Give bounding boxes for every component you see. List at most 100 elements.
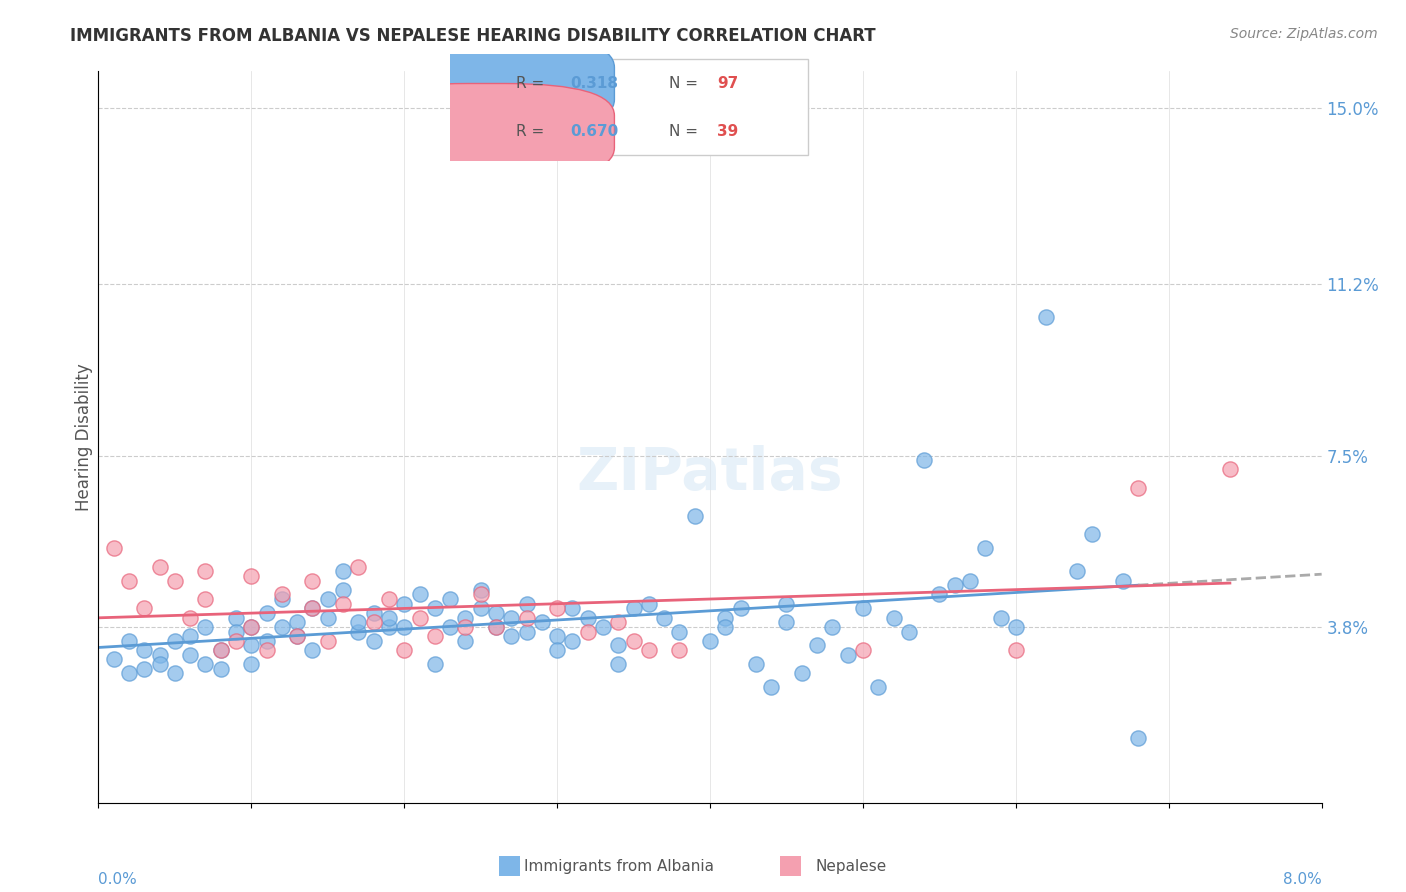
Point — [852, 601, 875, 615]
Point — [163, 666, 186, 681]
Point — [501, 629, 523, 643]
Point — [439, 620, 461, 634]
Point — [149, 559, 172, 574]
Point — [347, 559, 370, 574]
Point — [285, 629, 308, 643]
Point — [225, 624, 247, 639]
Text: 97: 97 — [717, 76, 738, 91]
Point — [240, 657, 263, 671]
Point — [1004, 620, 1026, 634]
Point — [546, 629, 568, 643]
Point — [637, 597, 661, 611]
Point — [1081, 527, 1104, 541]
Point — [623, 601, 645, 615]
Point — [149, 648, 172, 662]
Text: IMMIGRANTS FROM ALBANIA VS NEPALESE HEARING DISABILITY CORRELATION CHART: IMMIGRANTS FROM ALBANIA VS NEPALESE HEAR… — [70, 27, 876, 45]
Point — [470, 601, 492, 615]
Point — [714, 610, 737, 624]
Point — [103, 541, 125, 556]
Point — [423, 657, 446, 671]
Point — [423, 601, 446, 615]
Point — [775, 615, 797, 630]
Point — [392, 643, 416, 657]
Point — [209, 661, 232, 675]
FancyBboxPatch shape — [359, 36, 614, 132]
Point — [149, 657, 172, 671]
Point — [256, 633, 278, 648]
Point — [301, 601, 323, 615]
Point — [561, 601, 583, 615]
Point — [790, 666, 813, 681]
Point — [485, 620, 508, 634]
Point — [516, 624, 538, 639]
Point — [607, 615, 630, 630]
Point — [530, 615, 553, 630]
Point — [332, 565, 354, 579]
Point — [730, 601, 752, 615]
Point — [912, 453, 935, 467]
Point — [301, 601, 323, 615]
Point — [179, 648, 201, 662]
Point — [392, 597, 416, 611]
Point — [363, 633, 385, 648]
Point — [454, 620, 477, 634]
Point — [607, 657, 630, 671]
Point — [928, 587, 950, 601]
Point — [699, 633, 721, 648]
Point — [607, 639, 630, 653]
Point — [470, 582, 492, 597]
Point — [285, 629, 308, 643]
Point — [118, 633, 141, 648]
Text: 8.0%: 8.0% — [1282, 872, 1322, 888]
Point — [561, 633, 583, 648]
Point — [408, 587, 430, 601]
Text: R =: R = — [516, 76, 548, 91]
Point — [943, 578, 966, 592]
Point — [194, 592, 217, 607]
Point — [714, 620, 737, 634]
Point — [134, 643, 156, 657]
Text: R =: R = — [516, 124, 548, 139]
Point — [1219, 462, 1241, 476]
FancyBboxPatch shape — [457, 59, 808, 155]
Point — [270, 592, 294, 607]
Point — [759, 680, 782, 694]
Point — [194, 657, 217, 671]
Point — [623, 633, 645, 648]
Point — [163, 633, 186, 648]
Point — [485, 620, 508, 634]
Point — [378, 620, 401, 634]
Point — [240, 620, 263, 634]
Text: 0.318: 0.318 — [571, 76, 619, 91]
Point — [240, 620, 263, 634]
Point — [576, 610, 599, 624]
Point — [516, 597, 538, 611]
Point — [392, 620, 416, 634]
Point — [118, 666, 141, 681]
Point — [179, 610, 201, 624]
Point — [363, 615, 385, 630]
Point — [470, 587, 492, 601]
Point — [194, 620, 217, 634]
Point — [209, 643, 232, 657]
Point — [546, 643, 568, 657]
Point — [837, 648, 859, 662]
Point — [454, 610, 477, 624]
Point — [240, 639, 263, 653]
Point — [316, 633, 339, 648]
Point — [1112, 574, 1135, 588]
Point — [363, 606, 385, 620]
Point — [683, 508, 706, 523]
Point — [134, 601, 156, 615]
Point — [179, 629, 201, 643]
Point — [301, 574, 323, 588]
Point — [225, 610, 247, 624]
FancyBboxPatch shape — [495, 853, 524, 880]
Point — [974, 541, 997, 556]
Point — [806, 639, 828, 653]
Point — [347, 624, 370, 639]
Point — [501, 610, 523, 624]
Point — [378, 610, 401, 624]
Point — [668, 624, 690, 639]
Point — [745, 657, 768, 671]
